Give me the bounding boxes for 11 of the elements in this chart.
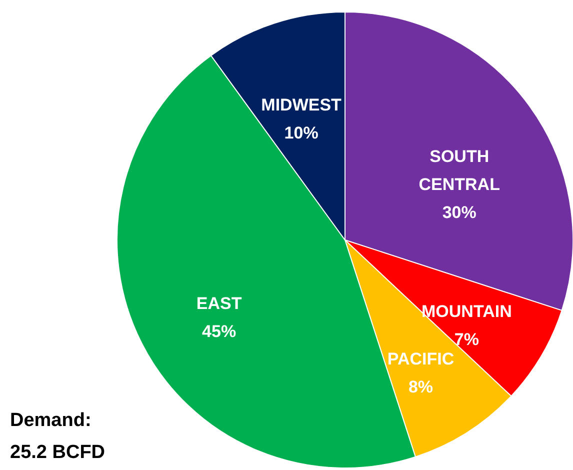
- data-label: 7%: [454, 330, 479, 349]
- slice-label: PACIFIC: [387, 349, 454, 368]
- slice-label: SOUTH CENTRAL: [418, 146, 500, 194]
- slice-label: MOUNTAIN: [422, 302, 512, 321]
- data-label: 45%: [202, 322, 236, 342]
- data-label: 30%: [442, 202, 476, 222]
- data-label: 8%: [408, 377, 434, 396]
- text: Demand: 25.2 BCFD: [10, 410, 106, 463]
- slice-label: EAST: [196, 294, 242, 314]
- data-label: 10%: [284, 124, 318, 143]
- slice-label: MIDWEST: [261, 96, 342, 115]
